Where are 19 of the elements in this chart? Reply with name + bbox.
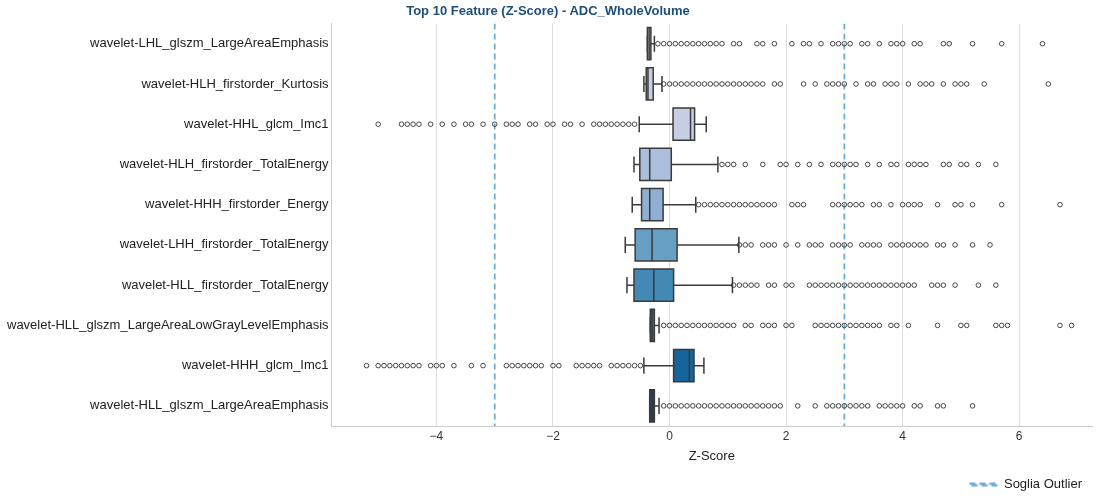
x-axis-title: Z-Score	[688, 447, 735, 463]
y-tick-label: wavelet-HLH_firstorder_TotalEnergy	[118, 156, 330, 172]
y-tick-label: wavelet-LHL_glszm_LargeAreaEmphasis	[89, 35, 330, 51]
chart-title: Top 10 Feature (Z-Score) - ADC_WholeVolume	[406, 3, 690, 19]
x-tick-label: −2	[546, 428, 561, 443]
y-tick-label: wavelet-HHL_glcm_Imc1	[183, 115, 329, 131]
y-tick-label: wavelet-HHH_glcm_Imc1	[180, 357, 329, 373]
y-tick-label: wavelet-HLL_glszm_LargeAreaLowGrayLevelEmphasis	[6, 316, 330, 332]
y-tick-label: wavelet-HLL_glszm_LargeAreaEmphasis	[89, 397, 330, 413]
x-tick-label: −4	[429, 428, 444, 443]
legend-label: Soglia Outlier	[1003, 476, 1083, 492]
y-tick-label: wavelet-LHH_firstorder_TotalEnergy	[118, 236, 330, 252]
x-tick-label: 2	[782, 428, 790, 443]
x-tick-label: 4	[899, 428, 907, 443]
y-tick-label: wavelet-HHH_firstorder_Energy	[144, 196, 330, 212]
y-tick-label: wavelet-HLL_firstorder_TotalEnergy	[120, 276, 330, 292]
x-tick-label: 0	[666, 428, 674, 443]
x-tick-label: 6	[1015, 428, 1023, 443]
y-tick-label: wavelet-HLH_firstorder_Kurtosis	[140, 75, 330, 91]
